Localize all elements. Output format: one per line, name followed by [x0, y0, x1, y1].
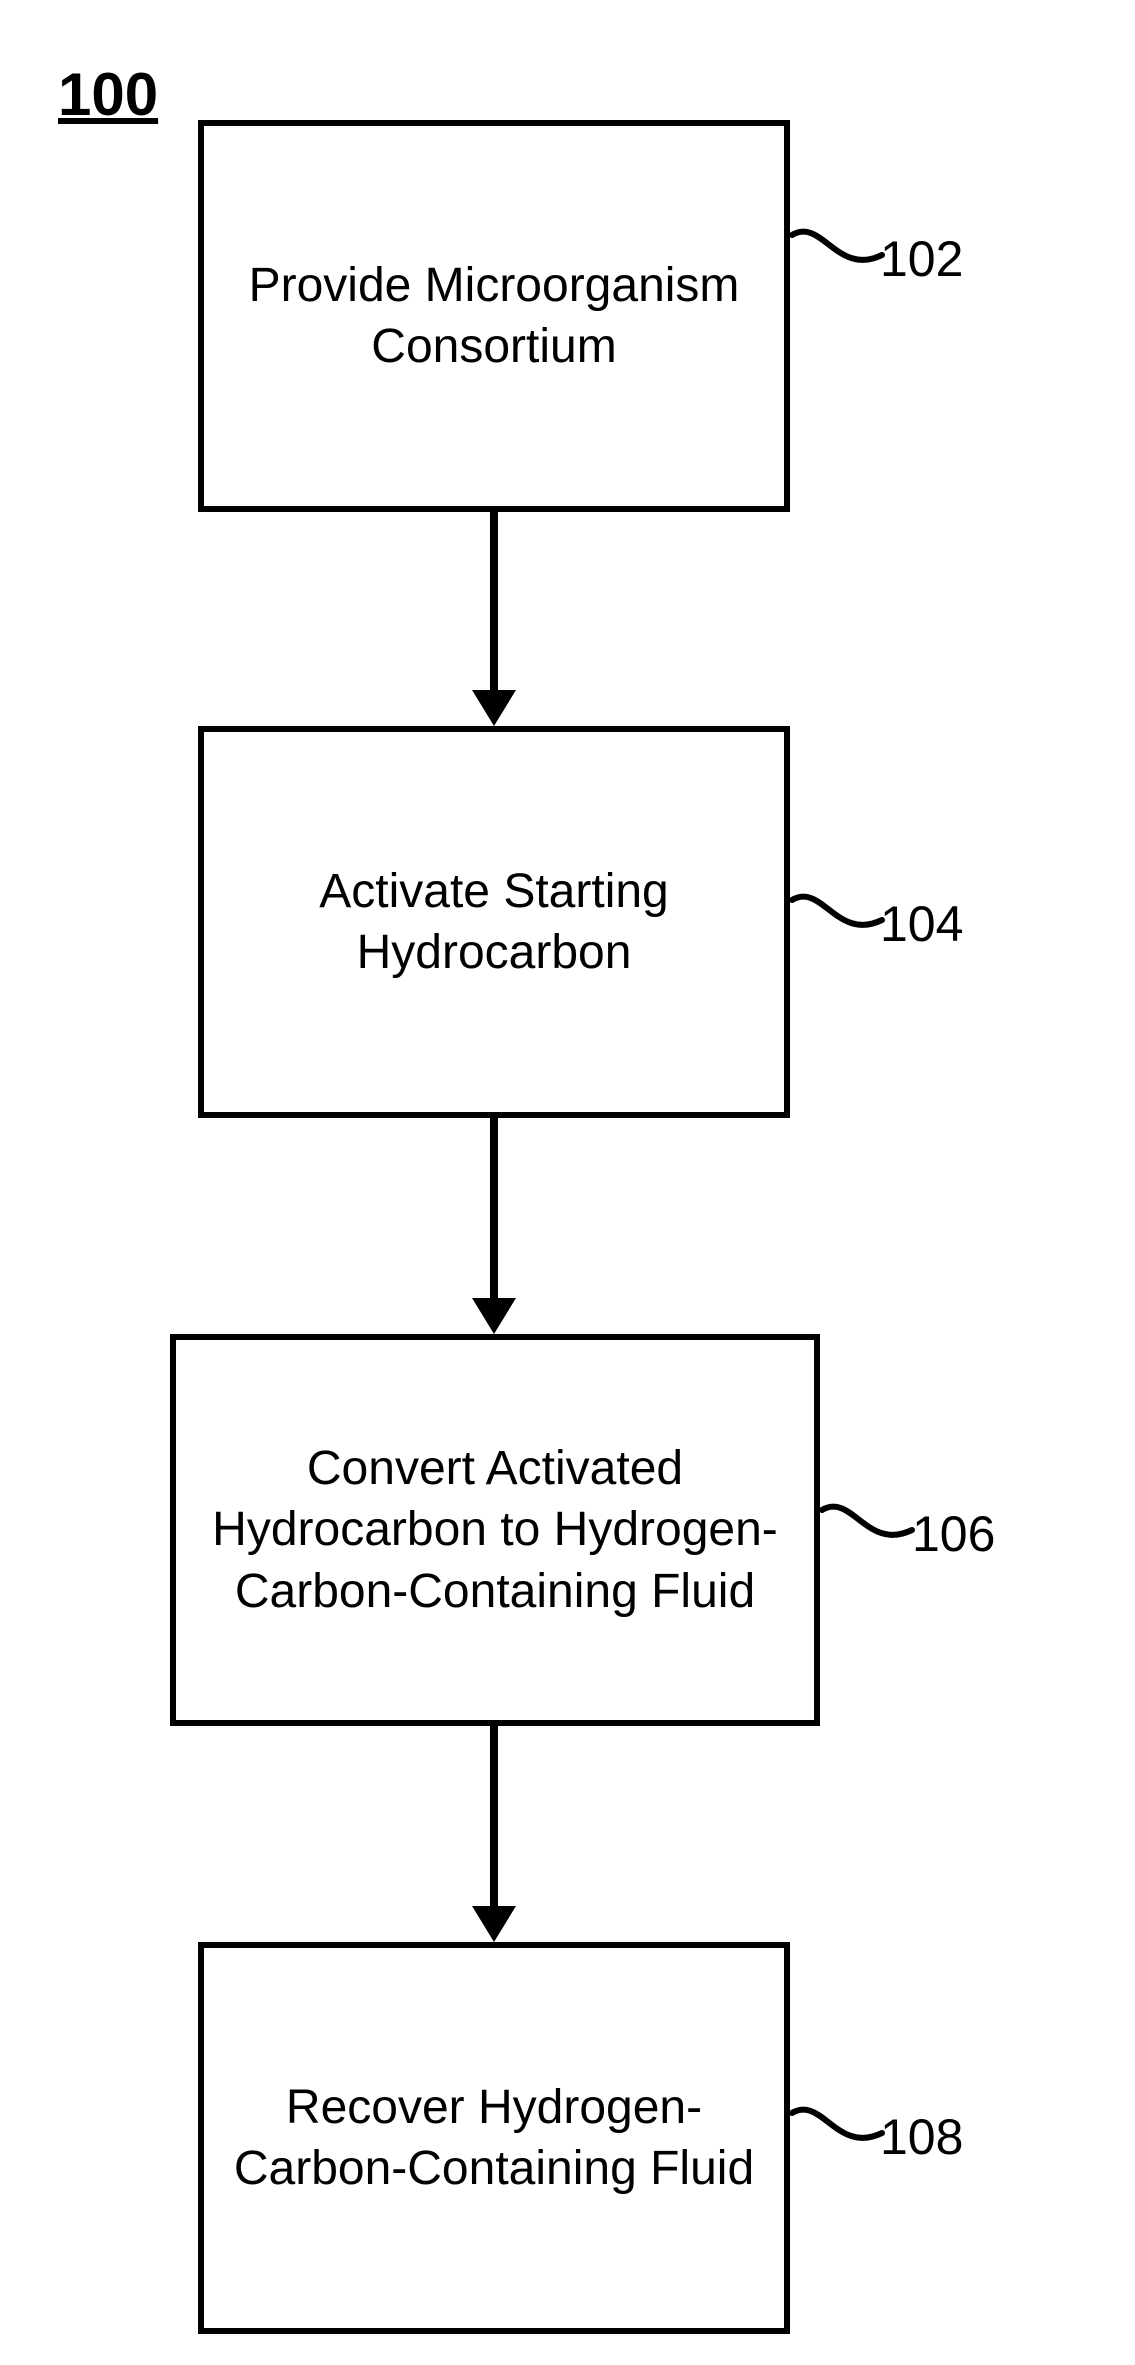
reference-connector-icon: [822, 1500, 912, 1556]
flowchart-step-label: Provide Microorganism Consortium: [227, 255, 761, 378]
flowchart-step-label: Activate Starting Hydrocarbon: [227, 861, 761, 984]
flowchart-arrow-head-icon: [472, 690, 516, 726]
reference-connector-icon: [792, 890, 882, 946]
flowchart-arrow-stem: [490, 1726, 498, 1906]
reference-connector-icon: [792, 2103, 882, 2159]
figure-number: 100: [58, 60, 158, 129]
reference-number: 108: [880, 2108, 963, 2166]
flowchart-step-box: Convert Activated Hydrocarbon to Hydroge…: [170, 1334, 820, 1726]
flowchart-arrow-stem: [490, 512, 498, 690]
reference-number: 106: [912, 1505, 995, 1563]
flowchart-canvas: 100 Provide Microorganism Consortium Activ…: [0, 0, 1135, 2365]
flowchart-arrow-stem: [490, 1118, 498, 1298]
flowchart-step-label: Convert Activated Hydrocarbon to Hydroge…: [202, 1438, 789, 1622]
reference-connector-icon: [792, 225, 882, 281]
flowchart-step-box: Recover Hydrogen-Carbon-Containing Fluid: [198, 1942, 790, 2334]
flowchart-arrow-head-icon: [472, 1906, 516, 1942]
flowchart-step-box: Activate Starting Hydrocarbon: [198, 726, 790, 1118]
reference-number: 104: [880, 895, 963, 953]
flowchart-step-label: Recover Hydrogen-Carbon-Containing Fluid: [227, 2077, 761, 2200]
flowchart-arrow-head-icon: [472, 1298, 516, 1334]
reference-number: 102: [880, 230, 963, 288]
flowchart-step-box: Provide Microorganism Consortium: [198, 120, 790, 512]
